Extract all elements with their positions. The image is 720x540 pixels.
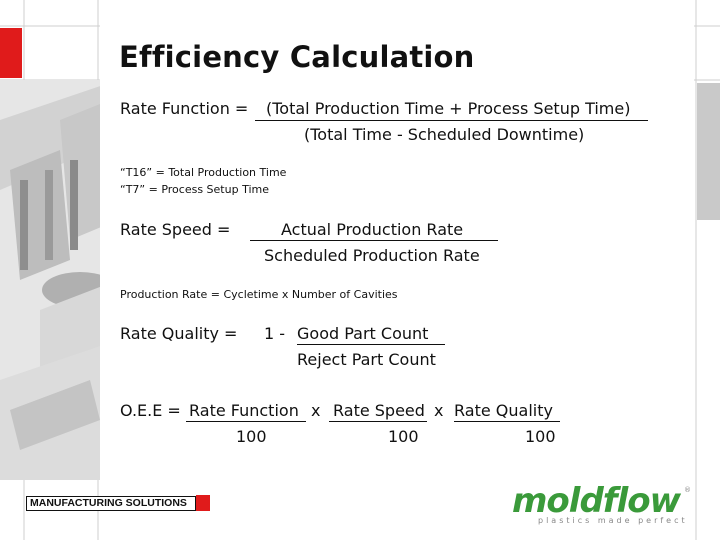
oee-denominator-3: 100 — [525, 427, 556, 446]
rate-function-numerator: (Total Production Time + Process Setup T… — [266, 99, 631, 118]
oee-denominator-1: 100 — [236, 427, 267, 446]
logo-tagline: plastics made perfect — [538, 516, 688, 525]
oee-fraction-bar-1 — [186, 421, 306, 422]
oee-times-2: x — [434, 401, 444, 420]
rate-quality-numerator: Good Part Count — [297, 324, 429, 343]
oee-times-1: x — [311, 401, 321, 420]
rate-function-denominator: (Total Time - Scheduled Downtime) — [304, 125, 585, 144]
side-grey-bar — [697, 83, 720, 220]
oee-term-rate-quality: Rate Quality — [454, 401, 553, 420]
oee-term-rate-function: Rate Function — [189, 401, 299, 420]
moldflow-logo: moldflow plastics made perfect ® — [512, 481, 691, 525]
note-t16: “T16” = Total Production Time — [120, 166, 287, 179]
footer-red-accent — [196, 495, 210, 511]
rate-quality-fraction-bar — [297, 344, 445, 345]
rate-function-label: Rate Function = — [120, 99, 249, 118]
oee-term-rate-speed: Rate Speed — [333, 401, 425, 420]
page-title: Efficiency Calculation — [119, 40, 475, 74]
rate-speed-numerator: Actual Production Rate — [281, 220, 464, 239]
rate-speed-label: Rate Speed = — [120, 220, 231, 239]
oee-fraction-bar-2 — [329, 421, 427, 422]
footer-label: MANUFACTURING SOLUTIONS — [26, 496, 196, 511]
rate-quality-denominator: Reject Part Count — [297, 350, 436, 369]
rate-speed-fraction-bar — [250, 240, 498, 241]
note-t7: “T7” = Process Setup Time — [120, 183, 269, 196]
production-rate-note: Production Rate = Cycletime x Number of … — [120, 288, 398, 301]
registered-mark: ® — [684, 486, 691, 494]
machine-photo — [0, 80, 118, 480]
rate-function-fraction-bar — [255, 120, 648, 121]
rate-quality-label: Rate Quality = — [120, 324, 238, 343]
rate-quality-prefix: 1 - — [264, 324, 286, 343]
oee-fraction-bar-3 — [454, 421, 560, 422]
oee-denominator-2: 100 — [388, 427, 419, 446]
content-panel — [100, 0, 694, 540]
oee-label: O.E.E = — [120, 401, 181, 420]
logo-wordmark: moldflow — [512, 481, 681, 521]
rate-speed-denominator: Scheduled Production Rate — [264, 246, 480, 265]
accent-red-tab — [0, 28, 22, 78]
